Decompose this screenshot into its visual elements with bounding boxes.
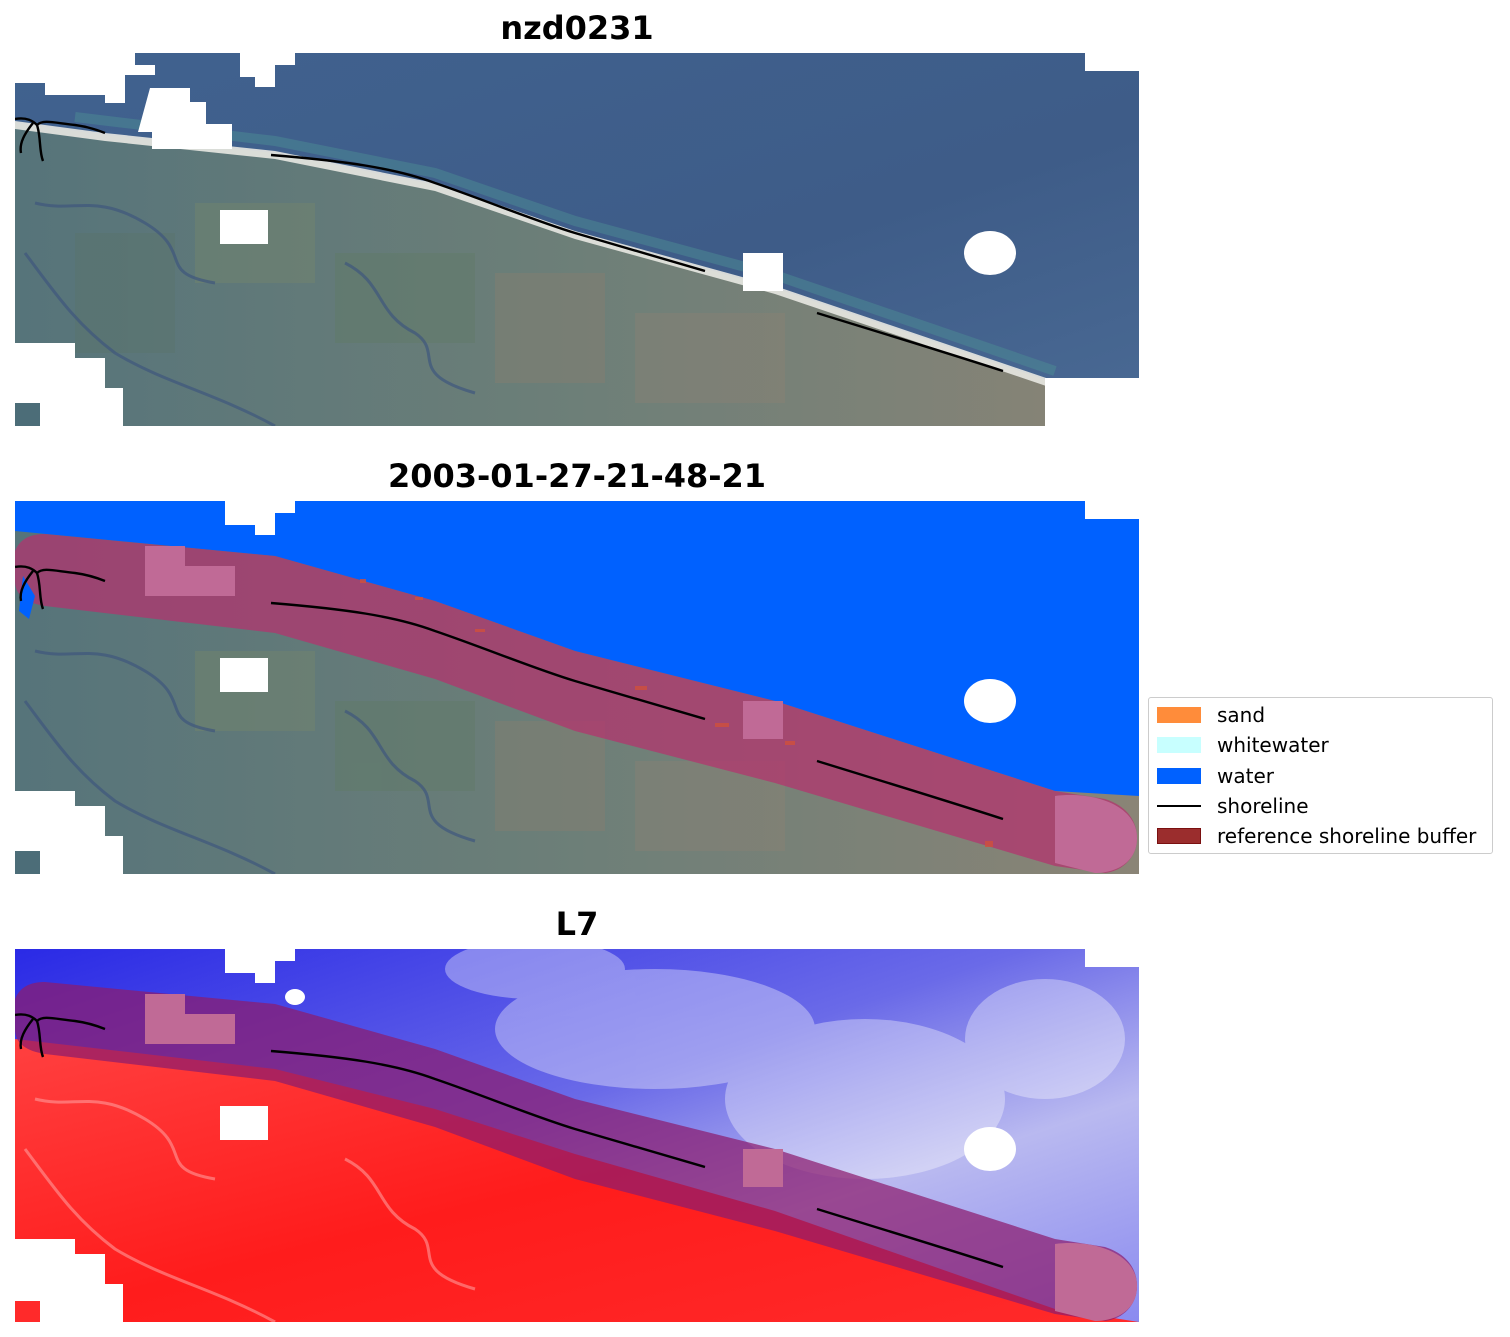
shoreline-segment bbox=[15, 1013, 106, 1031]
panel-title-index: L7 bbox=[555, 905, 599, 943]
index-haze bbox=[445, 949, 1125, 1179]
land-area bbox=[15, 123, 1139, 426]
legend-item-buffer: reference shoreline buffer bbox=[1157, 824, 1477, 848]
legend-line-shoreline bbox=[1157, 805, 1201, 807]
legend-label-water: water bbox=[1217, 764, 1274, 788]
image-edge-left bbox=[15, 403, 40, 426]
legend-label-sand: sand bbox=[1217, 703, 1266, 727]
shoreline-segment bbox=[270, 1049, 706, 1169]
legend-swatch-sand bbox=[1157, 707, 1201, 723]
shoreline-segment bbox=[15, 565, 106, 583]
shoreline-segment bbox=[19, 1018, 45, 1058]
shoreline-lines bbox=[15, 1013, 1004, 1269]
cloud-masks bbox=[15, 53, 1139, 426]
reference-buffer-overlay bbox=[15, 982, 1137, 1321]
surf-zone bbox=[74, 112, 1057, 376]
image-edge-left bbox=[15, 1301, 40, 1322]
shoreline-segment bbox=[15, 117, 106, 135]
panel-title-classified: 2003-01-27-21-48-21 bbox=[387, 457, 767, 495]
buffer-end-cap bbox=[1055, 1243, 1137, 1321]
shoreline-segment bbox=[19, 570, 45, 610]
water-class-area bbox=[15, 501, 1139, 796]
legend-label-buffer: reference shoreline buffer bbox=[1217, 824, 1477, 848]
legend-item-shoreline: shoreline bbox=[1157, 794, 1309, 818]
reference-buffer-overlay bbox=[15, 534, 1137, 873]
shoreline-lines bbox=[15, 565, 1004, 821]
buffer-cloud-patch bbox=[743, 701, 783, 739]
buffer-cloud-patch bbox=[145, 546, 235, 596]
classified-image-panel bbox=[15, 501, 1139, 874]
sand-class-specks bbox=[360, 579, 993, 847]
legend-item-whitewater: whitewater bbox=[1157, 733, 1329, 757]
shoreline-segment bbox=[816, 311, 1004, 373]
cloud-masks bbox=[15, 501, 1139, 874]
shoreline-segment bbox=[816, 759, 1004, 821]
legend-label-shoreline: shoreline bbox=[1217, 794, 1309, 818]
shoreline-segment bbox=[270, 153, 706, 273]
shoreline-segment bbox=[270, 601, 706, 721]
legend-swatch-water bbox=[1157, 768, 1201, 784]
index-land-texture bbox=[23, 1097, 476, 1322]
legend-label-whitewater: whitewater bbox=[1217, 733, 1329, 757]
legend-item-water: water bbox=[1157, 764, 1274, 788]
shoreline-segment bbox=[816, 1207, 1004, 1269]
legend-swatch-whitewater bbox=[1157, 737, 1201, 753]
shoreline-segment bbox=[19, 122, 45, 162]
rgb-image-panel bbox=[15, 53, 1139, 426]
index-image-panel bbox=[15, 949, 1139, 1322]
legend: sand whitewater water shoreline referenc… bbox=[1148, 697, 1493, 854]
legend-swatch-buffer bbox=[1157, 828, 1201, 844]
river-channels bbox=[23, 201, 476, 426]
shoreline-lines bbox=[15, 117, 1004, 373]
cloud-masks bbox=[15, 949, 1139, 1322]
buffer-end-cap bbox=[1055, 795, 1137, 873]
panel-title-rgb: nzd0231 bbox=[500, 9, 654, 47]
buffer-cloud-patch bbox=[743, 1149, 783, 1187]
buffer-cloud-patch bbox=[145, 994, 235, 1044]
image-edge-left bbox=[15, 851, 40, 874]
river-channels bbox=[23, 649, 476, 874]
legend-item-sand: sand bbox=[1157, 703, 1266, 727]
